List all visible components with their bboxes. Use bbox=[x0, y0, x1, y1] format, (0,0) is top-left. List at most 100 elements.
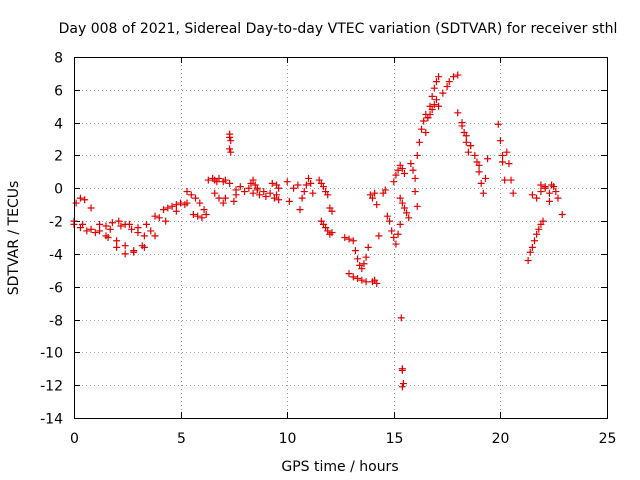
data-point bbox=[164, 204, 172, 212]
data-point bbox=[183, 188, 191, 196]
y-tick-label: 2 bbox=[54, 149, 63, 165]
data-point bbox=[545, 189, 553, 197]
series-sat-g bbox=[204, 174, 234, 187]
data-point bbox=[524, 256, 532, 264]
series-sat-l bbox=[260, 188, 283, 204]
series-sat-y bbox=[390, 161, 408, 186]
data-point bbox=[398, 366, 406, 374]
data-point bbox=[151, 212, 159, 220]
data-point bbox=[552, 188, 560, 196]
data-point bbox=[396, 194, 404, 202]
data-point bbox=[91, 229, 99, 237]
data-point bbox=[394, 230, 402, 238]
x-axis-label: GPS time / hours bbox=[281, 459, 398, 475]
data-point bbox=[439, 89, 447, 97]
data-point bbox=[349, 237, 357, 245]
data-point bbox=[373, 201, 381, 209]
data-point bbox=[236, 183, 244, 191]
series-sat-r bbox=[326, 204, 336, 215]
series-sat-an bbox=[537, 181, 566, 219]
data-point bbox=[285, 197, 293, 205]
y-tick-label: -6 bbox=[49, 281, 63, 297]
data-point bbox=[535, 225, 543, 233]
data-point bbox=[328, 229, 336, 237]
data-point bbox=[204, 176, 212, 184]
data-point bbox=[537, 188, 545, 196]
series-sat-i bbox=[226, 130, 235, 156]
x-tick-label: 20 bbox=[492, 431, 510, 447]
data-point bbox=[160, 206, 168, 214]
data-point bbox=[458, 122, 466, 130]
data-point bbox=[471, 151, 479, 159]
data-point bbox=[537, 181, 545, 189]
data-point bbox=[432, 78, 440, 86]
series-sat-t bbox=[345, 270, 370, 286]
data-point bbox=[354, 275, 362, 283]
data-point bbox=[189, 211, 197, 219]
data-point bbox=[435, 102, 443, 110]
data-point bbox=[102, 222, 110, 230]
data-point bbox=[241, 188, 249, 196]
series-sat-d bbox=[102, 217, 148, 240]
data-point bbox=[324, 191, 332, 199]
series-sat-af bbox=[439, 71, 462, 97]
y-axis-label: SDTVAR / TECUs bbox=[6, 181, 22, 296]
data-point bbox=[202, 211, 210, 219]
data-point bbox=[196, 199, 204, 207]
data-point bbox=[394, 166, 402, 174]
data-point bbox=[475, 168, 483, 176]
series-sat-c bbox=[70, 199, 185, 235]
series-sat-p bbox=[315, 176, 332, 199]
data-point bbox=[430, 84, 438, 92]
data-point bbox=[215, 174, 223, 182]
series-sat-ae bbox=[426, 96, 443, 118]
data-point bbox=[428, 92, 436, 100]
chart-title: Day 008 of 2021, Sidereal Day-to-day VTE… bbox=[59, 21, 618, 37]
data-point bbox=[462, 132, 470, 140]
data-point bbox=[541, 184, 549, 192]
data-point bbox=[200, 206, 208, 214]
data-point bbox=[72, 199, 80, 207]
x-tick-label: 5 bbox=[177, 431, 186, 447]
data-point bbox=[307, 179, 315, 187]
data-point bbox=[428, 106, 436, 114]
series-sat-h bbox=[211, 189, 240, 207]
series-sat-k bbox=[247, 176, 263, 199]
data-point bbox=[260, 188, 268, 196]
data-point bbox=[405, 214, 413, 222]
series-sat-q bbox=[317, 217, 336, 238]
data-point bbox=[390, 234, 398, 241]
data-point bbox=[219, 199, 227, 207]
x-tick-label: 0 bbox=[70, 431, 79, 447]
data-point bbox=[364, 243, 372, 251]
data-point bbox=[151, 232, 159, 240]
data-point bbox=[558, 211, 566, 219]
data-point bbox=[499, 158, 507, 166]
data-point bbox=[262, 192, 270, 200]
data-point bbox=[528, 243, 536, 251]
data-point bbox=[249, 176, 257, 184]
series-sat-z bbox=[396, 194, 413, 222]
y-tick-label: -4 bbox=[49, 248, 63, 264]
data-point bbox=[138, 242, 146, 250]
data-point bbox=[168, 202, 176, 210]
data-point bbox=[87, 204, 95, 212]
y-tick-label: -12 bbox=[40, 379, 63, 395]
data-point bbox=[362, 278, 370, 286]
data-point bbox=[481, 174, 489, 182]
data-point bbox=[351, 247, 359, 255]
data-point bbox=[296, 206, 304, 214]
data-point bbox=[341, 234, 349, 241]
data-point bbox=[397, 314, 405, 322]
data-point bbox=[390, 178, 398, 186]
y-tick-label: -14 bbox=[40, 412, 63, 428]
series-sat-ao bbox=[548, 181, 560, 196]
series-sat-ab bbox=[407, 160, 421, 210]
plot-frame bbox=[74, 57, 608, 419]
data-point bbox=[400, 204, 408, 212]
data-point bbox=[398, 165, 406, 173]
data-point bbox=[198, 214, 206, 222]
data-point bbox=[300, 188, 308, 196]
data-point bbox=[420, 117, 428, 125]
data-point bbox=[121, 220, 129, 228]
